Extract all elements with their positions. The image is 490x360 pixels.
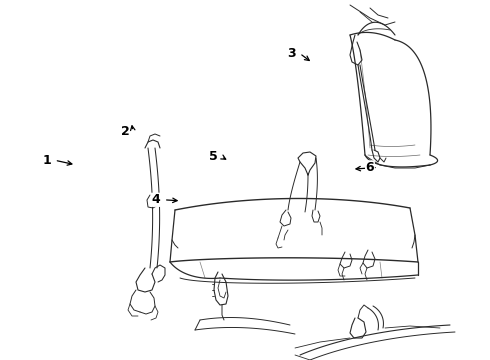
Text: 4: 4 bbox=[151, 193, 160, 206]
Text: 6: 6 bbox=[366, 161, 374, 174]
Text: 5: 5 bbox=[209, 150, 218, 163]
Text: 3: 3 bbox=[287, 47, 296, 60]
Text: 2: 2 bbox=[121, 125, 129, 138]
Text: 1: 1 bbox=[42, 154, 51, 167]
